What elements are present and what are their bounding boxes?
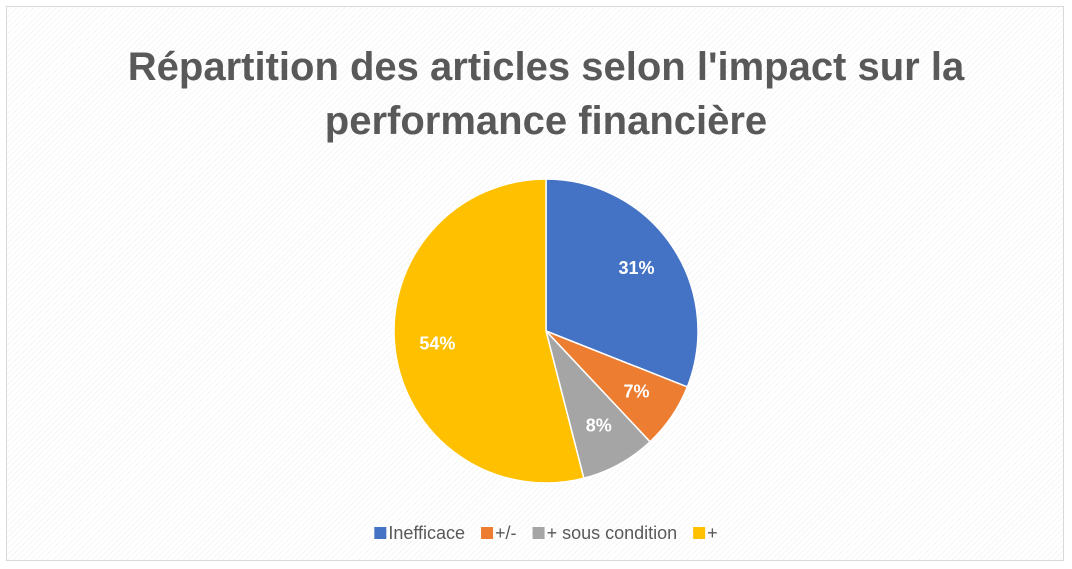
legend-swatch [374, 527, 387, 539]
legend-label: Inefficace [388, 523, 465, 543]
legend-swatch [481, 527, 494, 539]
legend-swatch [693, 527, 706, 539]
legend-label: + [707, 523, 718, 543]
data-label: 7% [624, 381, 650, 401]
data-label: 8% [586, 416, 612, 436]
legend-label: + sous condition [547, 523, 678, 543]
legend-label: +/- [495, 523, 517, 543]
pie-slice [545, 178, 699, 388]
data-label: 31% [619, 258, 655, 278]
legend-swatch [532, 527, 545, 539]
pie-slice [393, 178, 585, 484]
chart-title: Répartition des articles selon l'impact … [127, 45, 965, 143]
data-label: 54% [419, 333, 455, 353]
